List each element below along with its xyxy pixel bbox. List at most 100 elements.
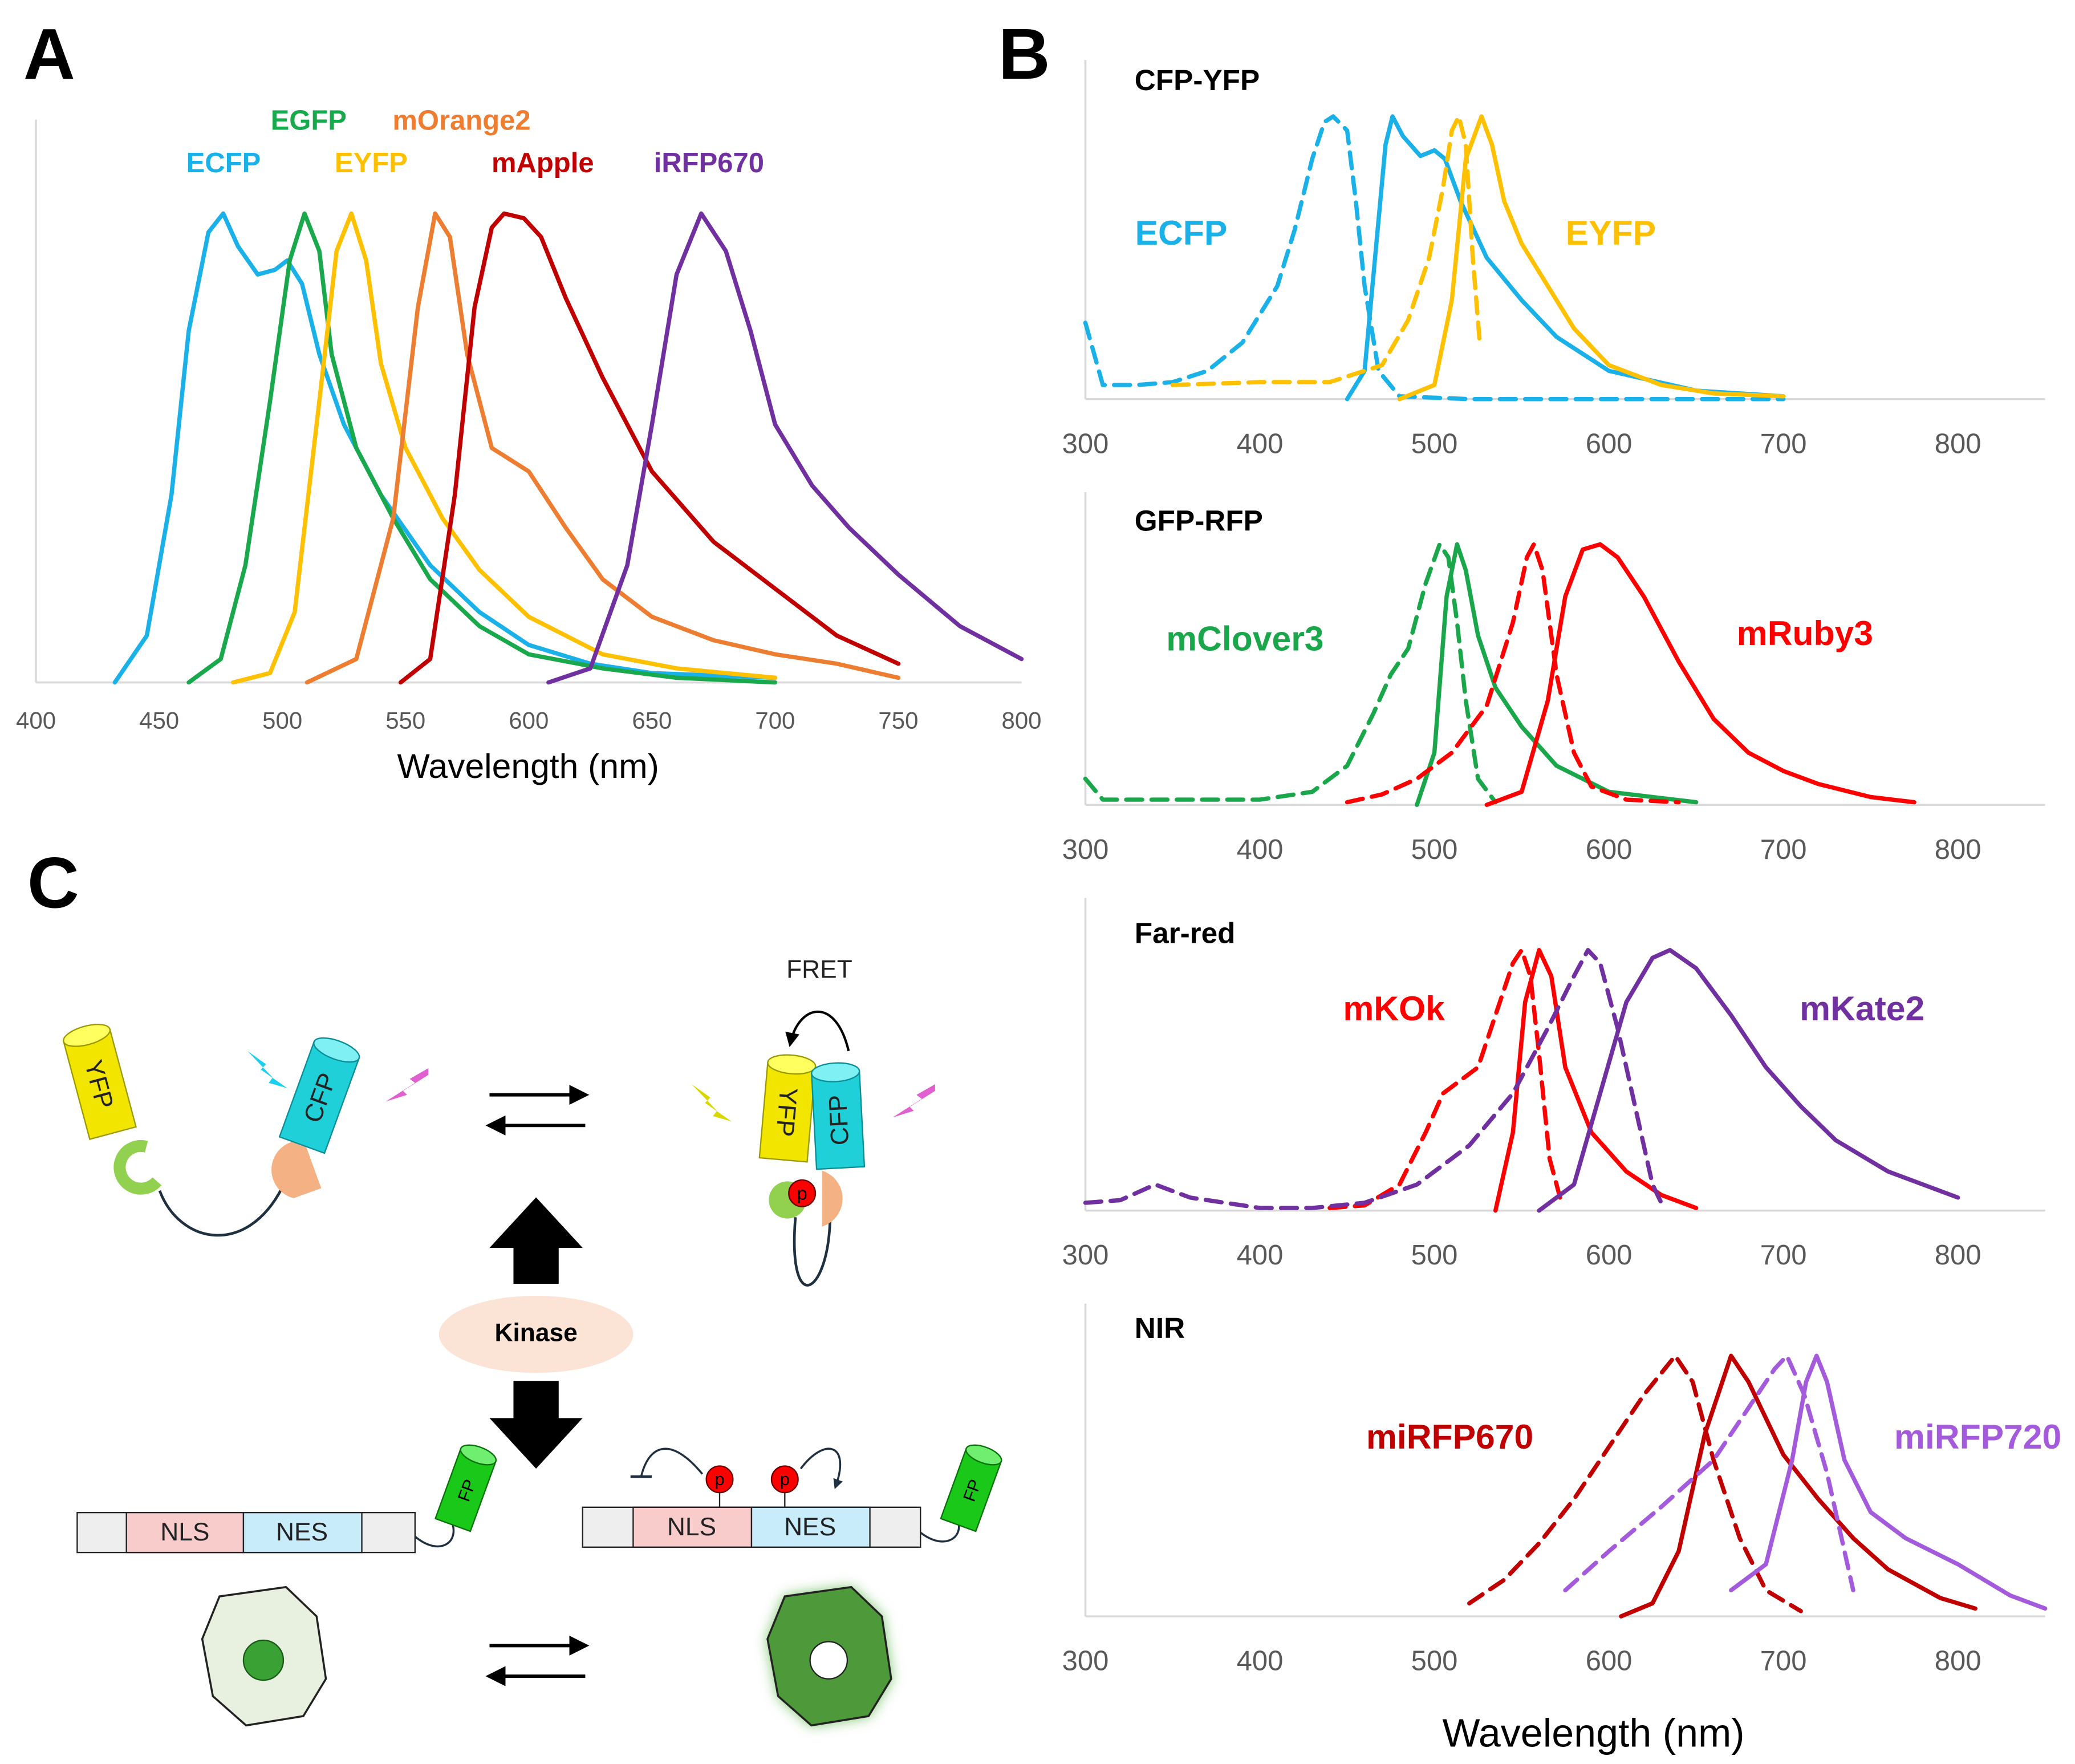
cfp-cylinder: CFP [811,1062,866,1170]
fp-label: YFP [770,1086,802,1138]
fret-label: FRET [786,955,852,983]
binding-domain [113,1139,162,1195]
linker [793,1217,831,1287]
spectrum-line [1083,114,1786,402]
excitation-bolt [247,1051,287,1089]
x-tick-label: 800 [1935,428,1981,459]
spectrum-line [112,211,778,685]
kinase [438,1295,634,1373]
arrow [489,1197,583,1284]
diagram: YFP CFP p YFP CFP FRET [63,955,1002,1727]
x-tick-label: 500 [1411,428,1458,459]
yfp-cylinder: YFP [758,1054,817,1163]
chart: 300 400 500 600 700 800 Far-red mKOk mKate2 [1062,898,2045,1271]
series-label: mClover3 [1166,619,1323,658]
x-tick-label: 600 [509,707,549,734]
nes-domain [242,1511,363,1554]
x-tick-label: 500 [1411,1240,1458,1271]
spectrum-line [1467,1353,1803,1613]
phospho-site [788,1179,817,1207]
series-label: ECFP [1135,213,1228,252]
x-tick-label: 450 [139,707,179,734]
nls-label: NLS [667,1513,716,1541]
x-tick-label: 600 [1586,834,1633,865]
emission-bolt [385,1068,429,1102]
fret-arrow [785,1010,850,1052]
phospho-site [770,1465,799,1494]
chart-title: Far-red [1135,917,1236,949]
spectrum-line [1729,1353,2048,1611]
spectrum-line [1083,542,1498,805]
nes-domain [750,1506,871,1548]
spectrum-line [1345,114,1786,402]
series-label: mKOk [1343,989,1445,1028]
x-tick-label: 400 [1237,428,1284,459]
x-tick-label: 550 [385,707,425,734]
fp-cylinder: FP [940,1444,1002,1532]
x-tick-label: 600 [1586,428,1633,459]
series-label: ECFP [186,148,261,179]
linker [158,1187,283,1237]
series-label: EYFP [1566,213,1656,252]
chart-title: CFP-YFP [1135,64,1260,96]
x-tick-label: 400 [1237,834,1284,865]
x-tick-label: 750 [878,707,918,734]
panel-label: A [23,14,75,94]
nucleus [242,1639,285,1681]
nucleus [809,1641,848,1680]
x-tick-label: 300 [1062,1240,1109,1271]
emission-bolt [692,1084,732,1122]
binding-domain [822,1170,843,1227]
x-tick-label: 800 [1001,707,1041,734]
x-axis-label: Wavelength (nm) [1442,1711,1744,1755]
spectrum-line [1484,542,1916,807]
fp-cylinder: FP [434,1444,497,1532]
spectrum-line [1083,948,1664,1210]
chart-title: NIR [1135,1312,1185,1344]
x-tick-label: 400 [1237,1240,1284,1271]
x-tick-label: 700 [1760,1240,1807,1271]
arrow [489,1381,583,1469]
phospho-label: p [715,1470,725,1489]
spectrum-line [1415,542,1699,807]
series-label: mApple [492,148,594,179]
panel-label: B [998,14,1050,94]
series-label: miRFP670 [1366,1417,1533,1456]
series-label: mRuby3 [1737,614,1873,652]
x-tick-label: 500 [1411,834,1458,865]
nls-label: NLS [160,1518,209,1546]
x-tick-label: 600 [1586,1240,1633,1271]
series-label: miRFP720 [1894,1417,2061,1456]
nls-domain [632,1506,753,1548]
chart: 400 450 500 550 600 650 700 750 800 Wavelength (n… [16,106,1041,786]
arrow [799,1447,843,1490]
x-tick-label: 400 [16,707,56,734]
nes-label: NES [784,1513,836,1541]
series-label: mOrange2 [392,106,530,136]
excitation-bolt [892,1084,935,1118]
chart: 300 400 500 600 700 800 NIR Wavelength (nm) miRF… [1062,1303,2061,1755]
x-tick-label: 300 [1062,1646,1109,1677]
x-tick-label: 700 [1760,834,1807,865]
spectrum-line [1537,948,1960,1213]
panel-label: C [27,842,79,923]
cfp-cylinder: CFP [278,1037,360,1154]
x-tick-label: 400 [1237,1646,1284,1677]
chart: 300 400 500 600 700 800 GFP-RFP mClover3 mRuby3 [1062,492,2045,865]
binding-domain [271,1140,322,1198]
series-label: EGFP [271,106,347,136]
chart-title: GFP-RFP [1135,504,1263,537]
spectrum-line [231,211,778,685]
x-tick-label: 650 [632,707,672,734]
spectrum-line [1397,114,1786,402]
x-tick-label: 800 [1935,1240,1981,1271]
x-tick-label: 700 [1760,428,1807,459]
chart: 300 400 500 600 700 800 CFP-YFP ECFP EYFP [1062,59,2045,459]
spectrum-line [1563,1353,1855,1593]
spectrum-line [546,211,1024,685]
inhibition [640,1447,704,1477]
spectrum-line [398,211,901,685]
x-tick-label: 500 [1411,1646,1458,1677]
